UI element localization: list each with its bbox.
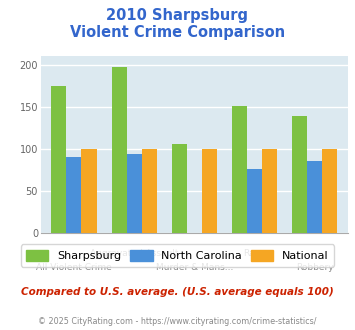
Legend: Sharpsburg, North Carolina, National: Sharpsburg, North Carolina, National bbox=[21, 245, 334, 267]
Text: Violent Crime Comparison: Violent Crime Comparison bbox=[70, 25, 285, 40]
Text: Robbery: Robbery bbox=[296, 263, 334, 272]
Bar bbox=[247, 169, 262, 233]
Bar bbox=[202, 148, 217, 233]
Text: Aggravated Assault: Aggravated Assault bbox=[90, 249, 179, 258]
Bar bbox=[322, 148, 337, 233]
Text: © 2025 CityRating.com - https://www.cityrating.com/crime-statistics/: © 2025 CityRating.com - https://www.city… bbox=[38, 317, 317, 326]
Bar bbox=[66, 157, 81, 233]
Bar bbox=[127, 154, 142, 233]
Bar bbox=[172, 145, 187, 233]
Bar bbox=[81, 148, 97, 233]
Bar bbox=[111, 67, 127, 233]
Bar bbox=[307, 161, 322, 233]
Bar bbox=[51, 85, 66, 233]
Text: Compared to U.S. average. (U.S. average equals 100): Compared to U.S. average. (U.S. average … bbox=[21, 287, 334, 297]
Bar bbox=[232, 106, 247, 233]
Bar bbox=[142, 148, 157, 233]
Text: Murder & Mans...: Murder & Mans... bbox=[156, 263, 233, 272]
Text: Rape: Rape bbox=[243, 249, 266, 258]
Bar bbox=[262, 148, 277, 233]
Text: All Violent Crime: All Violent Crime bbox=[36, 263, 112, 272]
Bar bbox=[292, 116, 307, 233]
Text: 2010 Sharpsburg: 2010 Sharpsburg bbox=[106, 8, 248, 23]
